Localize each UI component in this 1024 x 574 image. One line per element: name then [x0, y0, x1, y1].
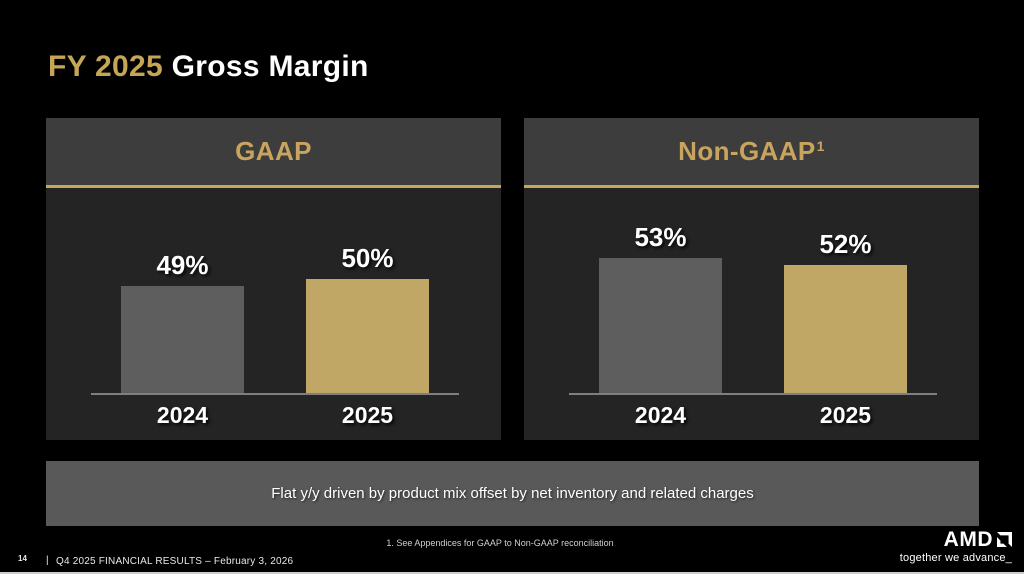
non-gaap-category-2025: 2025: [819, 402, 872, 428]
footer-label: Q4 2025 FINANCIAL RESULTS – February 3, …: [56, 556, 294, 567]
non-gaap-bar-2025: 52%: [784, 229, 907, 395]
amd-tagline: together we advance_: [899, 552, 1012, 564]
gaap-bar-2025: 50%: [306, 243, 429, 395]
non-gaap-category-2024: 2024: [634, 402, 687, 428]
gaap-2025-bar: [306, 279, 429, 395]
page-number: 14: [18, 554, 27, 563]
page-title-main: Gross Margin: [171, 50, 369, 83]
gaap-bar-chart: 49% 50% 2024 2025: [46, 188, 501, 440]
callout-banner: Flat y/y driven by product mix offset by…: [46, 461, 979, 526]
non-gaap-2024-bar: [599, 258, 722, 395]
non-gaap-2025-bar: [784, 265, 907, 395]
non-gaap-2025-value-label: 52%: [819, 229, 872, 259]
non-gaap-footnote-marker: 1: [816, 137, 825, 154]
gaap-panel-header: GAAP: [46, 118, 501, 188]
non-gaap-axis-line: [569, 393, 937, 395]
footer-divider: |: [46, 555, 49, 566]
non-gaap-bar-chart: 53% 52% 2024 2025: [524, 188, 979, 440]
gaap-axis-line: [91, 393, 459, 395]
gaap-panel-title: GAAP: [235, 136, 312, 166]
callout-text: Flat y/y driven by product mix offset by…: [271, 485, 754, 502]
page-title-highlight: FY 2025: [48, 50, 163, 83]
gaap-category-2025: 2025: [341, 402, 394, 428]
non-gaap-panel-header: Non-GAAP 1: [524, 118, 979, 188]
non-gaap-panel-title: Non-GAAP: [678, 136, 816, 166]
amd-arrow-icon: [997, 532, 1012, 547]
gaap-panel: GAAP 49% 50% 2024 2025: [46, 118, 501, 440]
gaap-2024-value-label: 49%: [156, 250, 209, 280]
gaap-category-2024: 2024: [156, 402, 209, 428]
non-gaap-bar-2024: 53%: [599, 222, 722, 395]
gaap-2024-bar: [121, 286, 244, 395]
gaap-2025-value-label: 50%: [341, 243, 394, 273]
page-title: FY 2025 Gross Margin: [48, 50, 369, 84]
gaap-bar-2024: 49%: [121, 250, 244, 395]
non-gaap-2024-value-label: 53%: [634, 222, 687, 252]
non-gaap-panel: Non-GAAP 1 53% 52% 2024 2025: [524, 118, 979, 440]
footnote: 1. See Appendices for GAAP to Non-GAAP r…: [386, 538, 614, 548]
slide-bottom-rule: [0, 572, 1024, 574]
amd-logo: AMD together we advance_: [900, 529, 1012, 564]
amd-wordmark: AMD: [943, 528, 993, 551]
